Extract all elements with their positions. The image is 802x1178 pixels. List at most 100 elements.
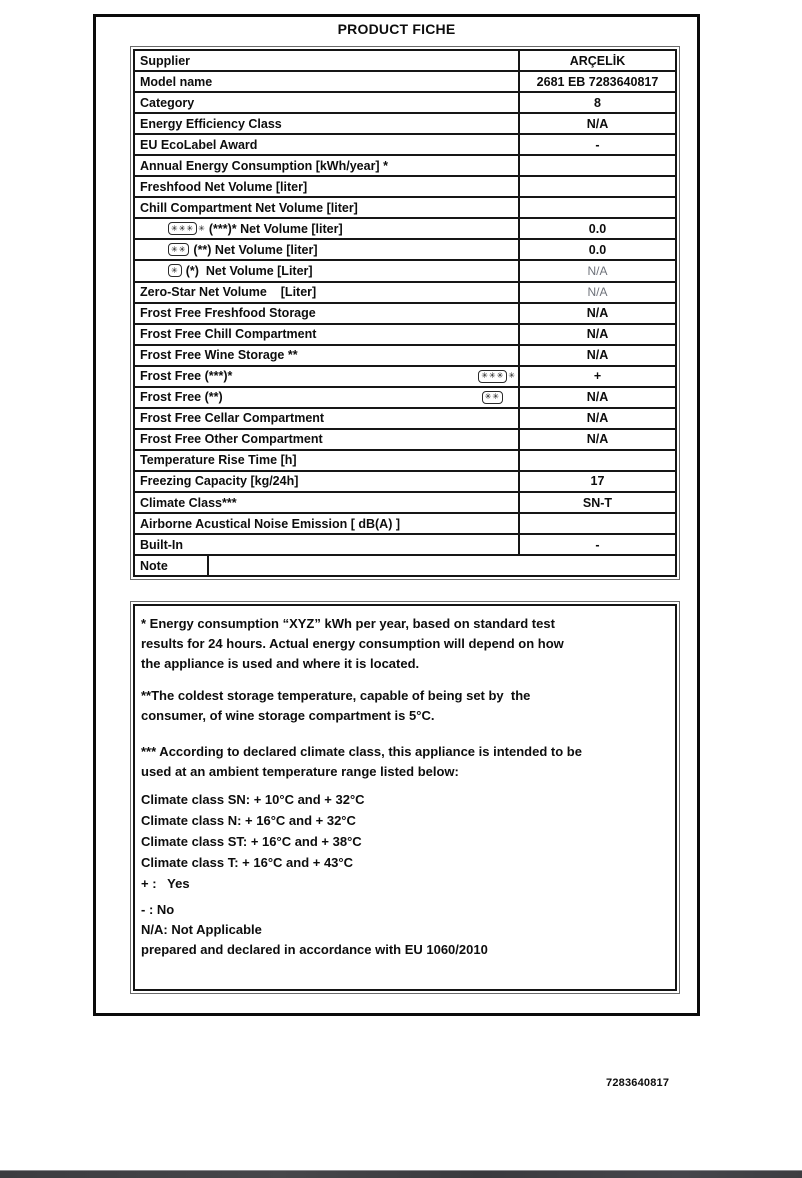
table-row: Frost Free Other Compartment N/A [135, 429, 675, 451]
row-value: 8 [518, 93, 675, 113]
row-label-text: Chill Compartment Net Volume [liter] [140, 200, 358, 215]
table-row: Chill Compartment Net Volume [liter] [135, 198, 675, 220]
row-label: Energy Efficiency Class [135, 114, 518, 133]
row-label: Frost Free Other Compartment [135, 430, 518, 449]
row-value: 0.0 [518, 240, 675, 260]
table-row: ✳✳ (**) Net Volume [liter] 0.0 [135, 240, 675, 262]
row-label-text: Frost Free Wine Storage ** [140, 348, 298, 363]
row-label: Airborne Acustical Noise Emission [ dB(A… [135, 514, 518, 533]
row-label: ✳✳ (**) Net Volume [liter] [135, 240, 518, 259]
row-label-text: Climate Class*** [140, 495, 237, 510]
row-label-text: Built-In [140, 537, 184, 552]
document-number: 7283640817 [606, 1077, 670, 1089]
row-value: N/A [518, 282, 675, 302]
freezer-star-rating-icon: ✳✳✳ ✳ [478, 369, 515, 383]
row-label-text: Annual Energy Consumption [kWh/year] * [140, 158, 388, 173]
row-label: Frost Free (**) ✳✳ [135, 388, 518, 407]
row-label: Chill Compartment Net Volume [liter] [135, 198, 518, 217]
row-value [518, 514, 675, 534]
footnotes-content: * Energy consumption “XYZ” kWh per year,… [133, 604, 677, 991]
row-label-text: Zero-Star Net Volume [Liter] [140, 285, 317, 300]
freezer-star-rating-icon: ✳✳ [168, 243, 190, 257]
row-label: Freshfood Net Volume [liter] [135, 177, 518, 196]
legend-line: - : No [141, 902, 175, 917]
row-value [209, 556, 675, 575]
table-row: Zero-Star Net Volume [Liter] N/A [135, 282, 675, 304]
row-label-text: Airborne Acustical Noise Emission [ dB(A… [140, 516, 400, 531]
table-row: Frost Free Cellar Compartment N/A [135, 408, 675, 430]
row-label-text: Frost Free Freshfood Storage [140, 306, 316, 321]
row-label: Category [135, 93, 518, 112]
row-label-text: Frost Free Chill Compartment [140, 327, 317, 342]
product-fiche-table: Supplier ARÇELİK Model name 2681 EB 7283… [130, 46, 680, 580]
row-value: 0.0 [518, 219, 675, 239]
row-label: Annual Energy Consumption [kWh/year] * [135, 156, 518, 175]
row-label-text: Note [140, 558, 168, 573]
row-value: 2681 EB 7283640817 [518, 72, 675, 92]
row-label-text: Frost Free (**) [140, 390, 223, 405]
row-label-text: Model name [140, 74, 213, 89]
row-value: - [518, 535, 675, 555]
climate-class-list: Climate class SN: + 10°C and + 32°C Clima… [141, 789, 669, 894]
climate-class-line: Climate class T: + 16°C and + 43°C [141, 855, 353, 870]
table-row: Climate Class*** SN-T [135, 492, 675, 515]
table-row: Note [135, 556, 675, 576]
table-row: EU EcoLabel Award - [135, 135, 675, 157]
row-label-text: Freezing Capacity [kg/24h] [140, 474, 299, 489]
table-row: Frost Free Chill Compartment N/A [135, 324, 675, 346]
freezer-star-rating-icon: ✳ [168, 264, 182, 278]
row-label: ✳ (*) Net Volume [Liter] [135, 261, 518, 280]
row-label: Supplier [135, 51, 518, 70]
energy-consumption-note: * Energy consumption “XYZ” kWh per year,… [141, 616, 564, 671]
legend-line: prepared and declared in accordance with… [141, 942, 488, 957]
climate-class-line: Climate class SN: + 10°C and + 32°C [141, 792, 365, 807]
row-value: N/A [518, 261, 675, 281]
row-value [518, 177, 675, 197]
row-label-text: Frost Free Other Compartment [140, 432, 323, 447]
table-row: Freezing Capacity [kg/24h] 17 [135, 471, 675, 493]
page-title: PRODUCT FICHE [337, 21, 456, 37]
fiche-table-body: Supplier ARÇELİK Model name 2681 EB 7283… [133, 49, 677, 577]
row-value: N/A [518, 429, 675, 449]
table-row: Freshfood Net Volume [liter] [135, 177, 675, 199]
row-label-text: (***)* Net Volume [liter] [208, 221, 343, 236]
row-label: Note [135, 556, 209, 576]
table-row: Frost Free (**) ✳✳ N/A [135, 387, 675, 409]
row-value: N/A [518, 114, 675, 134]
row-value: N/A [518, 303, 675, 323]
row-value: 17 [518, 471, 675, 491]
row-label: Temperature Rise Time [h] [135, 451, 518, 470]
row-label-text: Frost Free Cellar Compartment [140, 411, 325, 426]
table-row: Frost Free Wine Storage ** N/A [135, 345, 675, 367]
row-label-text: Freshfood Net Volume [liter] [140, 179, 308, 194]
row-label-text: Supplier [140, 53, 191, 68]
row-label: Built-In [135, 535, 518, 554]
row-value: N/A [518, 324, 675, 344]
row-label: ✳✳✳ ✳ (***)* Net Volume [liter] [135, 219, 518, 238]
row-label: Frost Free Cellar Compartment [135, 409, 518, 428]
row-value: N/A [518, 408, 675, 428]
row-value: + [518, 366, 675, 386]
row-label: Climate Class*** [135, 493, 518, 512]
freezer-star-rating-icon: ✳✳ [481, 390, 503, 404]
climate-class-note: *** According to declared climate class,… [141, 744, 582, 779]
table-row: Built-In - [135, 535, 675, 557]
row-label-text: EU EcoLabel Award [140, 137, 258, 152]
row-label-text: Temperature Rise Time [h] [140, 453, 297, 468]
footnotes-box: * Energy consumption “XYZ” kWh per year,… [130, 601, 680, 994]
row-label-text: (**) Net Volume [liter] [193, 242, 318, 257]
row-label: Frost Free Freshfood Storage [135, 304, 518, 323]
table-row: Temperature Rise Time [h] [135, 450, 675, 472]
row-value: N/A [518, 345, 675, 365]
row-label: Freezing Capacity [kg/24h] [135, 472, 518, 491]
table-row: ✳✳✳ ✳ (***)* Net Volume [liter] 0.0 [135, 219, 675, 241]
wine-storage-note: **The coldest storage temperature, capab… [141, 688, 531, 723]
row-value: ARÇELİK [518, 51, 675, 71]
climate-class-line: Climate class ST: + 16°C and + 38°C [141, 834, 362, 849]
row-label: Zero-Star Net Volume [Liter] [135, 283, 518, 302]
row-label: Frost Free (***)* ✳✳✳ ✳ [135, 367, 518, 386]
row-value: SN-T [518, 492, 675, 513]
table-row: Energy Efficiency Class N/A [135, 114, 675, 136]
table-row: Airborne Acustical Noise Emission [ dB(A… [135, 514, 675, 536]
legend-list: - : No N/A: Not Applicable prepared and de… [141, 900, 669, 960]
